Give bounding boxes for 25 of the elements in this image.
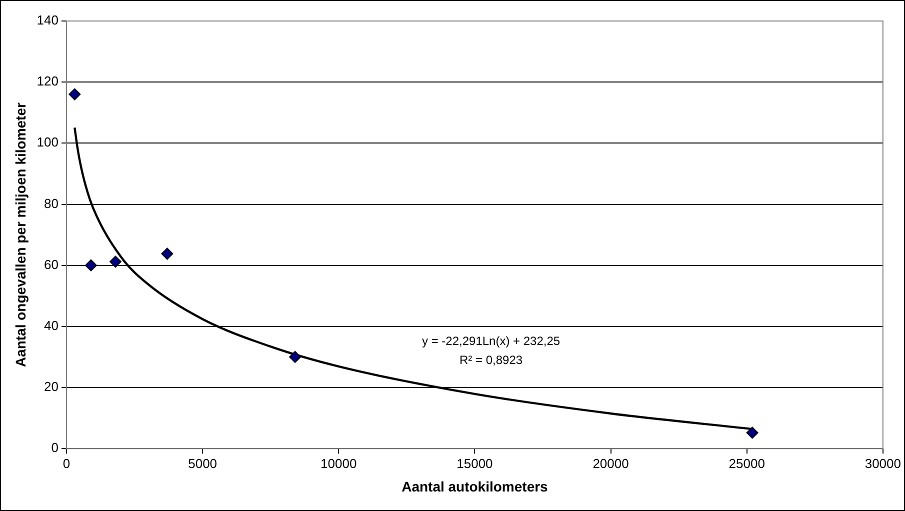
x-axis-title: Aantal autokilometers xyxy=(402,478,548,494)
x-tick-label: 30000 xyxy=(864,456,902,471)
y-tick-label: 120 xyxy=(36,74,58,89)
x-tick-label: 20000 xyxy=(592,456,629,471)
point xyxy=(109,256,122,268)
y-tick-label: 80 xyxy=(44,196,58,211)
x-tick-label: 10000 xyxy=(320,456,357,471)
y-axis-title: Aantal ongevallen per miljoen kilometer xyxy=(12,102,28,368)
point xyxy=(84,259,97,272)
x-tick-label: 5000 xyxy=(188,456,218,471)
x-tick-label: 25000 xyxy=(728,456,765,471)
x-tick-label: 0 xyxy=(62,456,70,471)
point xyxy=(68,88,81,100)
y-tick-label: 20 xyxy=(44,379,58,394)
y-tick-label: 140 xyxy=(36,12,58,28)
annotation: y = -22,291Ln(x) + 232,25 xyxy=(422,334,560,348)
y-tick-label: 0 xyxy=(51,440,58,456)
point xyxy=(289,350,302,363)
y-tick-label: 60 xyxy=(44,256,58,272)
point xyxy=(746,426,758,439)
annotation: R² = 0,8923 xyxy=(460,353,523,368)
point xyxy=(161,248,174,260)
y-tick-label: 40 xyxy=(44,318,58,334)
y-tick-label: 100 xyxy=(36,134,58,150)
x-tick-label: 15000 xyxy=(456,456,493,471)
